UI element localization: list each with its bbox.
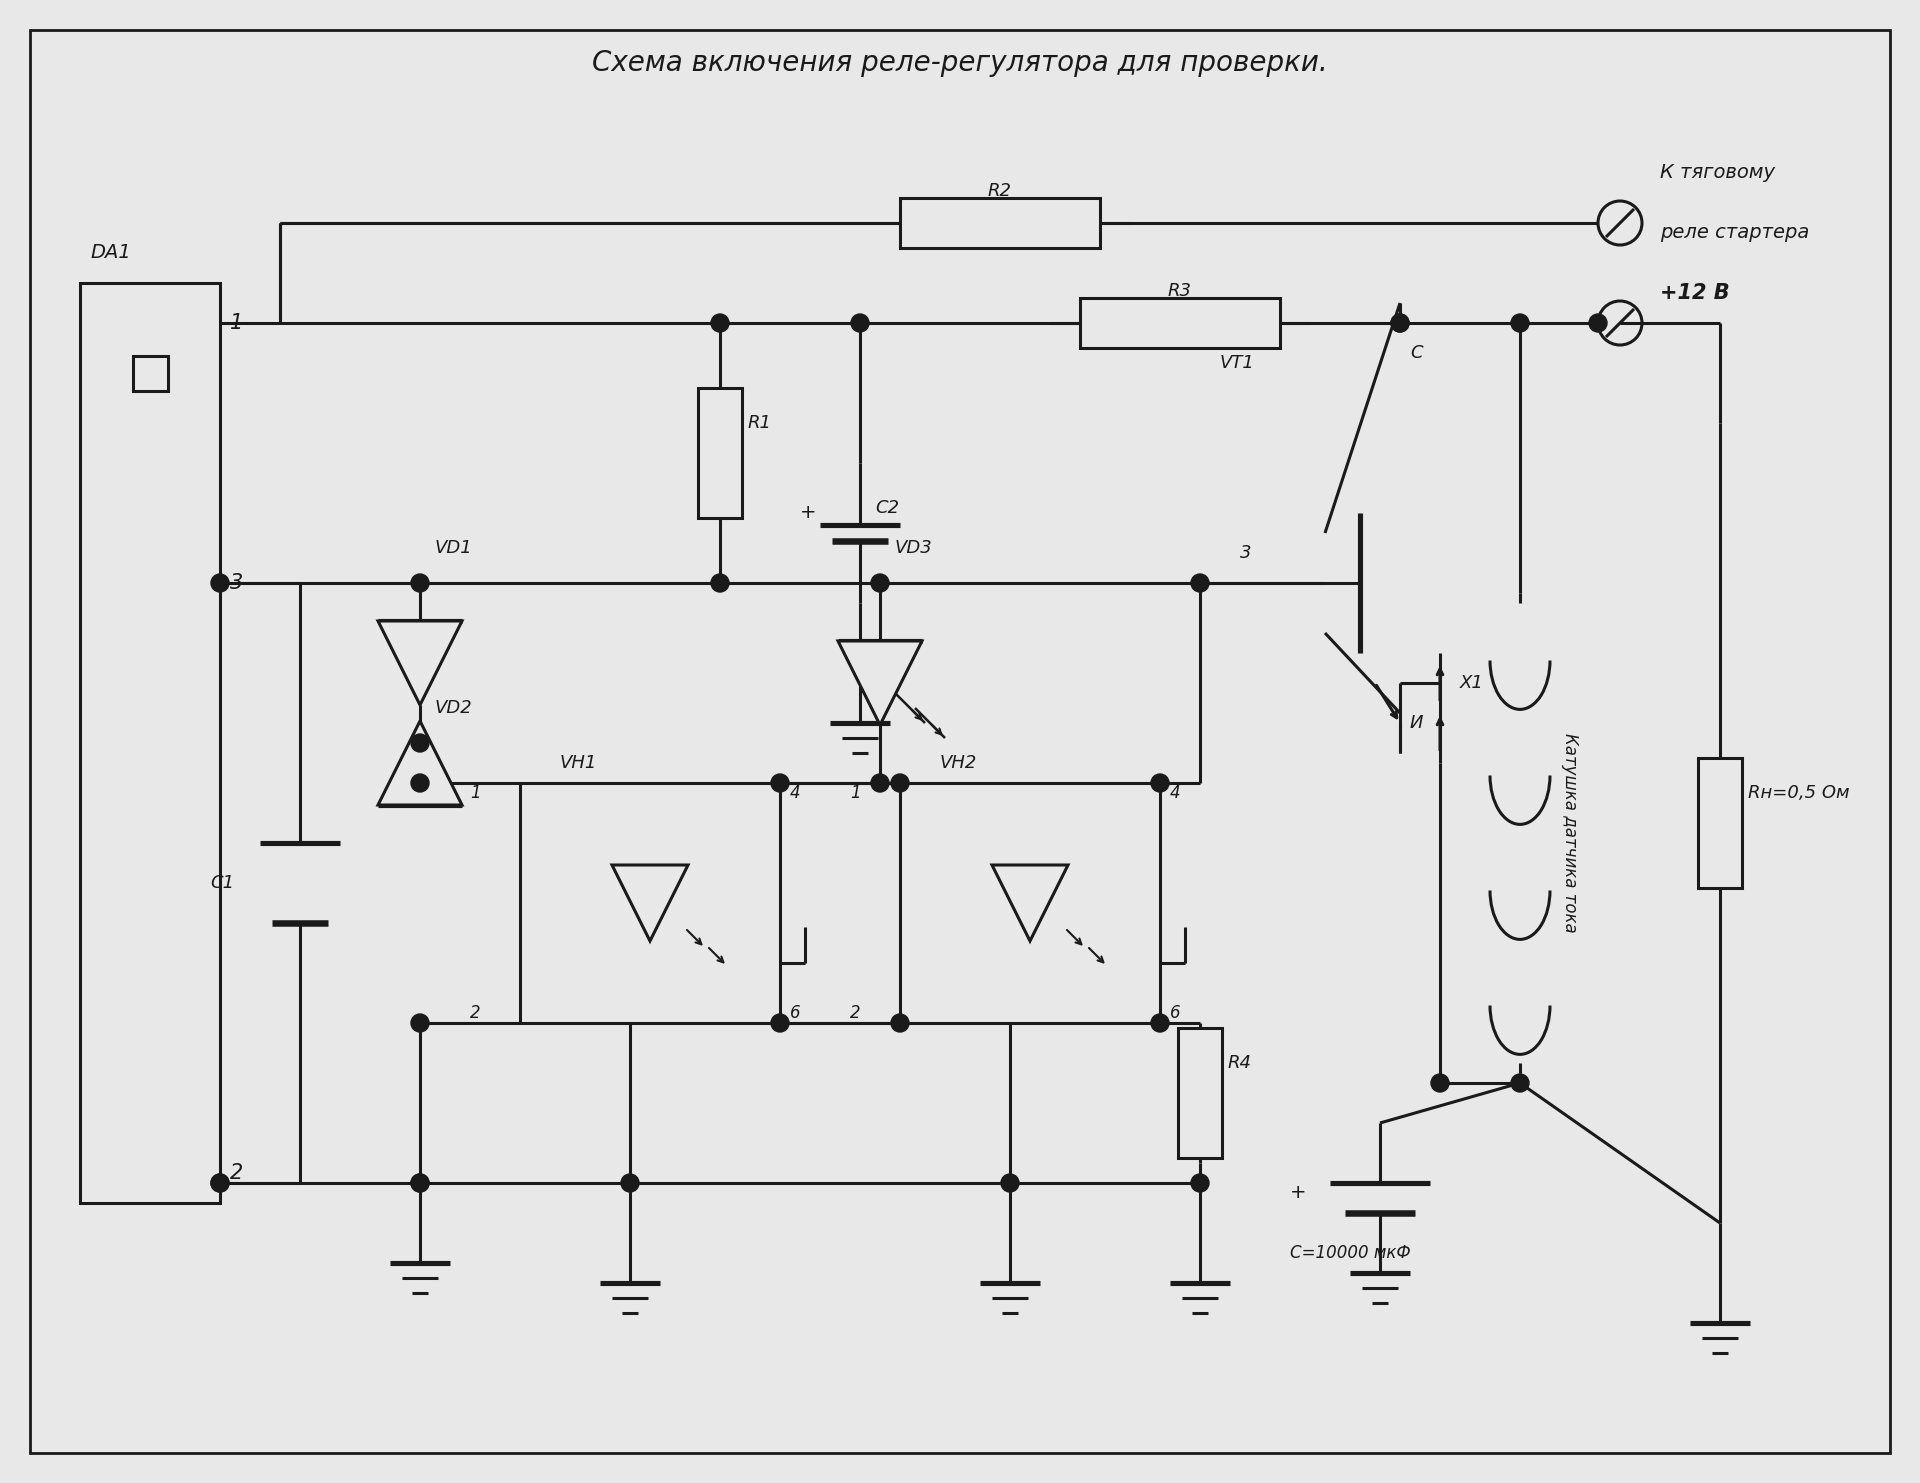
Polygon shape xyxy=(612,865,687,942)
Text: 2: 2 xyxy=(230,1163,244,1183)
Text: VH1: VH1 xyxy=(561,753,597,773)
Text: 3: 3 xyxy=(230,572,244,593)
Circle shape xyxy=(1390,314,1409,332)
Text: R3: R3 xyxy=(1167,282,1192,300)
Circle shape xyxy=(1000,1175,1020,1192)
Bar xyxy=(900,783,1160,1023)
Bar xyxy=(900,199,1100,248)
Text: С=10000 мкФ: С=10000 мкФ xyxy=(1290,1244,1411,1262)
Circle shape xyxy=(411,734,428,752)
Text: 1: 1 xyxy=(470,785,480,802)
Bar xyxy=(1179,1028,1221,1158)
Text: 6: 6 xyxy=(789,1004,801,1022)
Circle shape xyxy=(620,1175,639,1192)
Text: +: + xyxy=(1290,1183,1306,1203)
Polygon shape xyxy=(378,621,463,704)
Circle shape xyxy=(411,1014,428,1032)
Circle shape xyxy=(211,1175,228,1192)
Circle shape xyxy=(211,574,228,592)
Text: DA1: DA1 xyxy=(90,243,131,262)
Circle shape xyxy=(1190,574,1210,592)
Polygon shape xyxy=(993,865,1068,942)
Text: VD3: VD3 xyxy=(895,538,933,558)
Text: 2: 2 xyxy=(851,1004,860,1022)
Text: 4: 4 xyxy=(789,785,801,802)
Text: C2: C2 xyxy=(876,498,899,518)
Bar xyxy=(1697,758,1741,888)
Circle shape xyxy=(1511,1074,1528,1091)
Bar xyxy=(1079,298,1281,349)
Circle shape xyxy=(1590,314,1607,332)
Text: VD1: VD1 xyxy=(436,538,472,558)
Text: VT1: VT1 xyxy=(1219,354,1256,372)
Text: 6: 6 xyxy=(1169,1004,1181,1022)
Circle shape xyxy=(1430,1074,1450,1091)
Circle shape xyxy=(772,774,789,792)
Text: 1: 1 xyxy=(230,313,244,334)
Circle shape xyxy=(872,574,889,592)
Circle shape xyxy=(710,574,730,592)
Circle shape xyxy=(1150,1014,1169,1032)
Text: X1: X1 xyxy=(1459,673,1484,693)
Text: VD2: VD2 xyxy=(436,698,472,716)
Circle shape xyxy=(211,1175,228,1192)
Text: Схема включения реле-регулятора для проверки.: Схема включения реле-регулятора для пров… xyxy=(591,49,1329,77)
Text: С: С xyxy=(1409,344,1423,362)
Bar xyxy=(520,783,780,1023)
Text: +12 В: +12 В xyxy=(1661,283,1730,303)
Text: R1: R1 xyxy=(749,414,772,432)
Circle shape xyxy=(872,774,889,792)
Text: Rн=0,5 Ом: Rн=0,5 Ом xyxy=(1747,785,1849,802)
Circle shape xyxy=(1390,314,1409,332)
Text: Катушка датчика тока: Катушка датчика тока xyxy=(1561,733,1578,933)
Circle shape xyxy=(411,574,428,592)
Text: R4: R4 xyxy=(1229,1054,1252,1072)
Text: реле стартера: реле стартера xyxy=(1661,224,1809,243)
Polygon shape xyxy=(837,641,922,725)
Circle shape xyxy=(710,314,730,332)
Text: 4: 4 xyxy=(1169,785,1181,802)
Bar xyxy=(132,356,167,390)
Text: +: + xyxy=(801,504,816,522)
Bar xyxy=(699,389,741,518)
Polygon shape xyxy=(378,721,463,805)
Text: И: И xyxy=(1409,713,1423,733)
Circle shape xyxy=(891,774,908,792)
Circle shape xyxy=(772,1014,789,1032)
Circle shape xyxy=(1511,314,1528,332)
Text: VH2: VH2 xyxy=(941,753,977,773)
Circle shape xyxy=(851,314,870,332)
Text: 1: 1 xyxy=(851,785,860,802)
Text: C1: C1 xyxy=(209,873,234,891)
Circle shape xyxy=(411,1175,428,1192)
Circle shape xyxy=(1150,774,1169,792)
Text: R2: R2 xyxy=(989,182,1012,200)
Circle shape xyxy=(891,1014,908,1032)
Text: 2: 2 xyxy=(470,1004,480,1022)
Circle shape xyxy=(411,1175,428,1192)
Circle shape xyxy=(1190,1175,1210,1192)
Bar xyxy=(81,283,221,1203)
Text: 3: 3 xyxy=(1240,544,1252,562)
Circle shape xyxy=(411,774,428,792)
Text: К тяговому: К тяговому xyxy=(1661,163,1774,182)
